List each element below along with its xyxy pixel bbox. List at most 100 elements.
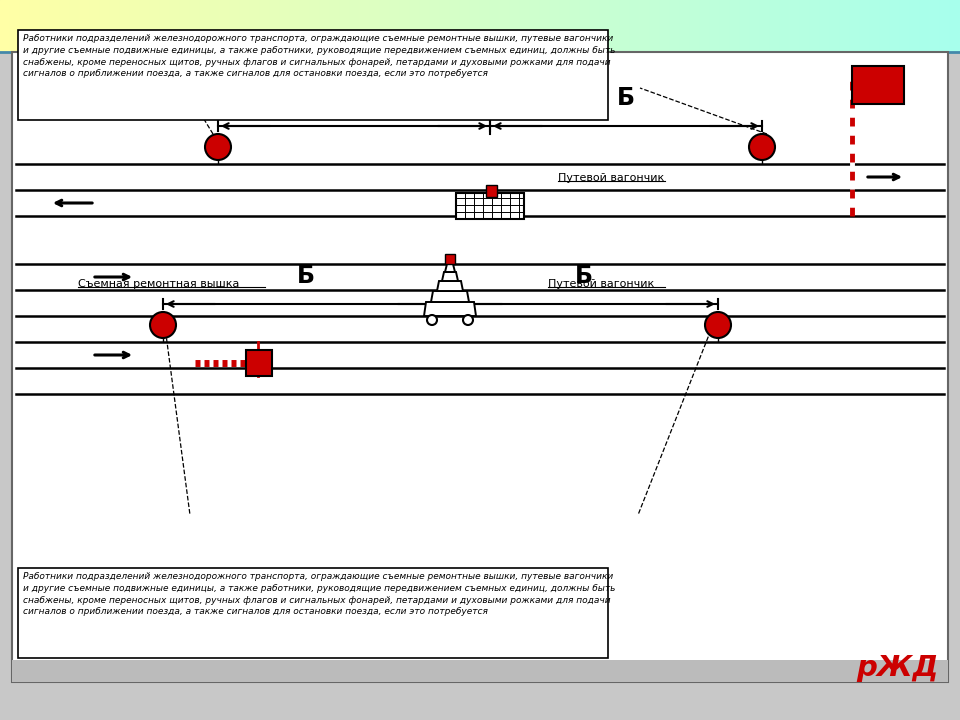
Text: Путевой вагончик: Путевой вагончик [548, 279, 655, 289]
Bar [420, 0, 431, 52]
Bar [820, 0, 831, 52]
Text: Работники подразделений железнодорожного транспорта, ограждающие съемные ремонтн: Работники подразделений железнодорожного… [23, 572, 615, 616]
Bar [850, 0, 861, 52]
Bar [790, 0, 801, 52]
Bar [600, 0, 611, 52]
Bar [12, 660, 948, 682]
Bar [620, 0, 631, 52]
Bar [500, 0, 511, 52]
Bar [0, 0, 11, 52]
Bar [40, 0, 51, 52]
Bar [890, 0, 901, 52]
Bar [160, 0, 171, 52]
Bar [530, 0, 541, 52]
Circle shape [205, 134, 231, 160]
Bar [390, 0, 401, 52]
Bar [750, 0, 761, 52]
Bar [110, 0, 121, 52]
Bar [70, 0, 81, 52]
Bar [830, 0, 841, 52]
Bar [800, 0, 811, 52]
Bar [730, 0, 741, 52]
Bar [270, 0, 281, 52]
Bar [18, 568, 608, 658]
Bar [560, 0, 571, 52]
Bar [910, 0, 921, 52]
Circle shape [463, 315, 473, 325]
Bar [445, 254, 455, 264]
Bar [430, 0, 441, 52]
Text: Б: Б [345, 86, 363, 110]
Bar [440, 0, 451, 52]
Circle shape [749, 134, 775, 160]
Bar [100, 0, 111, 52]
Text: Б: Б [297, 264, 315, 288]
Bar [130, 0, 141, 52]
Bar [570, 0, 581, 52]
Bar [330, 0, 341, 52]
Bar [30, 0, 41, 52]
Bar [670, 0, 681, 52]
Bar [320, 0, 331, 52]
Bar [490, 0, 501, 52]
Bar [460, 0, 471, 52]
Bar [540, 0, 551, 52]
Bar [660, 0, 671, 52]
Bar [870, 0, 881, 52]
Bar [360, 0, 371, 52]
Bar [400, 0, 411, 52]
Bar [950, 0, 960, 52]
Bar [180, 0, 191, 52]
Bar [710, 0, 721, 52]
Bar [510, 0, 521, 52]
Bar [852, 66, 904, 104]
Circle shape [705, 312, 731, 338]
Bar [20, 0, 31, 52]
Bar [18, 30, 608, 120]
Bar [250, 0, 261, 52]
Bar [650, 0, 661, 52]
Bar [740, 0, 751, 52]
Text: Съемная ремонтная вышка: Съемная ремонтная вышка [78, 279, 239, 289]
Bar [310, 0, 321, 52]
Bar [780, 0, 791, 52]
Bar [840, 0, 851, 52]
Bar [930, 0, 941, 52]
Bar [470, 0, 481, 52]
Bar [350, 0, 361, 52]
Bar [680, 0, 691, 52]
Bar [230, 0, 241, 52]
Bar [550, 0, 561, 52]
Bar [810, 0, 821, 52]
Bar [450, 0, 461, 52]
Bar [940, 0, 951, 52]
Bar [80, 0, 91, 52]
Bar [240, 0, 251, 52]
Polygon shape [445, 264, 455, 272]
Bar [50, 0, 61, 52]
Text: Б: Б [575, 264, 593, 288]
Circle shape [427, 315, 437, 325]
Bar [610, 0, 621, 52]
Bar [880, 0, 891, 52]
Bar [140, 0, 151, 52]
Polygon shape [442, 272, 458, 281]
Bar [300, 0, 311, 52]
Bar [640, 0, 651, 52]
Bar [900, 0, 911, 52]
Bar [760, 0, 771, 52]
Bar [700, 0, 711, 52]
Bar [12, 52, 948, 682]
Bar [90, 0, 101, 52]
Bar [260, 0, 271, 52]
Bar [120, 0, 131, 52]
Text: Б: Б [617, 86, 635, 110]
Bar [770, 0, 781, 52]
Circle shape [150, 312, 176, 338]
Bar [340, 0, 351, 52]
Bar [60, 0, 71, 52]
Bar [630, 0, 641, 52]
Text: Работники подразделений железнодорожного транспорта, ограждающие съемные ремонтн: Работники подразделений железнодорожного… [23, 34, 615, 78]
Bar [220, 0, 231, 52]
Polygon shape [437, 281, 463, 291]
